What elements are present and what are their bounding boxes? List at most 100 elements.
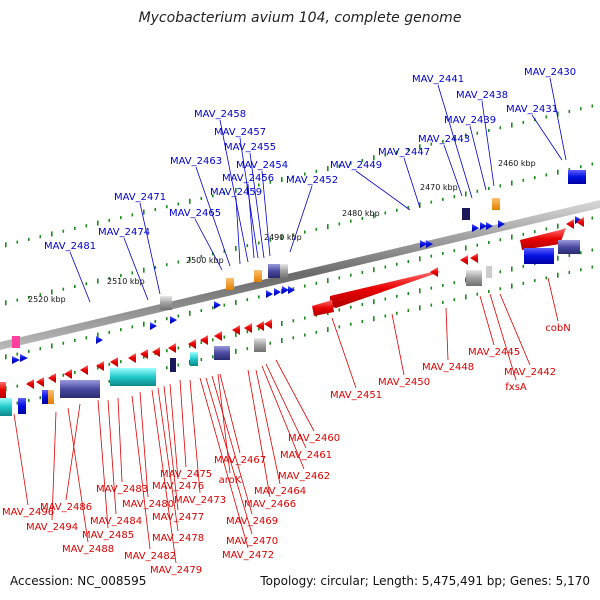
tick-mark [62, 229, 65, 233]
tick-mark [465, 277, 467, 283]
tick-mark [131, 271, 134, 275]
tick-mark [453, 195, 456, 199]
gene-box [160, 296, 172, 310]
tick-mark [269, 180, 272, 184]
tick-mark [488, 129, 490, 133]
tick-mark [350, 305, 352, 309]
plus-gene-label: MAV_2465 [169, 208, 221, 219]
tick-mark [338, 164, 341, 168]
tick-mark [269, 341, 272, 345]
tick-mark [499, 238, 502, 242]
plus-gene-arrow [472, 224, 479, 232]
tick-mark [292, 287, 295, 291]
tick-mark [51, 343, 53, 349]
minus-callout-line [499, 293, 531, 366]
tick-mark [407, 260, 410, 264]
tick-mark [304, 172, 306, 176]
minus-gene-box [0, 382, 6, 398]
tick-mark [591, 248, 594, 252]
tick-mark [373, 316, 375, 322]
tick-mark [315, 169, 318, 173]
tick-mark [246, 330, 249, 334]
tick-mark [189, 256, 191, 262]
tick-mark [200, 358, 203, 362]
tick-mark [166, 263, 168, 267]
minus-gene-arrow [110, 357, 118, 367]
tick-mark [154, 265, 157, 269]
tick-mark [281, 234, 283, 240]
tick-mark [281, 337, 283, 343]
tick-mark [235, 299, 237, 305]
tick-mark [488, 241, 490, 245]
tick-mark [522, 120, 525, 124]
plus-callout-line [219, 119, 249, 263]
plus-gene-box [558, 240, 580, 254]
tick-mark [511, 180, 513, 186]
tick-mark [315, 227, 318, 231]
minus-gene-label: MAV_2484 [90, 516, 142, 527]
plus-callout-line [549, 77, 567, 161]
minus-gene-arrow [214, 331, 222, 341]
tick-mark [361, 270, 364, 274]
tick-mark [258, 295, 260, 299]
minus-callout-line [261, 365, 305, 470]
tick-mark [143, 321, 145, 327]
plus-gene-label: MAV_2441 [412, 74, 464, 85]
minus-callout-line [189, 379, 201, 494]
tick-mark [327, 224, 329, 230]
plus-callout-line [139, 202, 161, 295]
plus-gene-box [268, 264, 282, 278]
minus-gene-arrow [470, 253, 478, 263]
tick-mark [430, 286, 433, 290]
minus-callout-line [479, 295, 495, 346]
tick-mark [246, 244, 249, 248]
tick-mark [5, 242, 7, 248]
tick-mark [522, 178, 525, 182]
tick-mark [189, 342, 191, 348]
tick-mark [407, 206, 410, 210]
tick-mark [361, 216, 364, 220]
tick-mark [327, 278, 329, 284]
plus-gene-box [524, 248, 554, 264]
minus-gene-label: aroK [219, 475, 242, 486]
gene-features [0, 170, 586, 416]
plus-gene-label: MAV_2447 [378, 147, 430, 158]
tick-mark [212, 306, 214, 310]
tick-mark [39, 293, 42, 297]
tick-mark [304, 284, 306, 288]
tick-mark [419, 256, 421, 262]
tick-mark [85, 224, 88, 228]
tick-mark [534, 279, 536, 283]
gene-box [254, 338, 266, 352]
tick-mark [189, 310, 191, 316]
minus-callout-line [391, 313, 405, 376]
tick-mark [338, 276, 341, 280]
tick-mark [189, 198, 191, 204]
tick-mark [396, 294, 398, 298]
plus-gene-arrow [426, 240, 433, 248]
tick-mark [154, 319, 157, 323]
tick-mark [16, 401, 19, 405]
tick-mark [476, 189, 479, 193]
minus-gene-arrow [188, 339, 196, 349]
tick-mark [465, 245, 467, 251]
minus-gene-label: MAV_2448 [422, 362, 474, 373]
minus-callout-line [139, 391, 149, 498]
minus-callout-line [117, 397, 123, 483]
tick-mark [419, 144, 421, 150]
tick-mark [246, 298, 249, 302]
minus-gene-arrow [140, 349, 148, 359]
plus-gene-label: MAV_2458 [194, 109, 246, 120]
minus-callout-line [107, 399, 117, 515]
plus-gene-box [60, 380, 100, 398]
gene-box [12, 336, 20, 348]
plus-gene-label: MAV_2454 [236, 160, 288, 171]
plus-callout-line [261, 170, 271, 257]
tick-mark [85, 336, 88, 340]
minus-gene-label: MAV_2482 [124, 551, 176, 562]
tick-mark [246, 347, 249, 351]
minus-gene-arrow [256, 321, 264, 331]
tick-mark [120, 216, 122, 220]
ruler: 2460 kbp 2470 kbp 2480 kbp 2490 kbp 2500 kbp… [28, 159, 536, 304]
